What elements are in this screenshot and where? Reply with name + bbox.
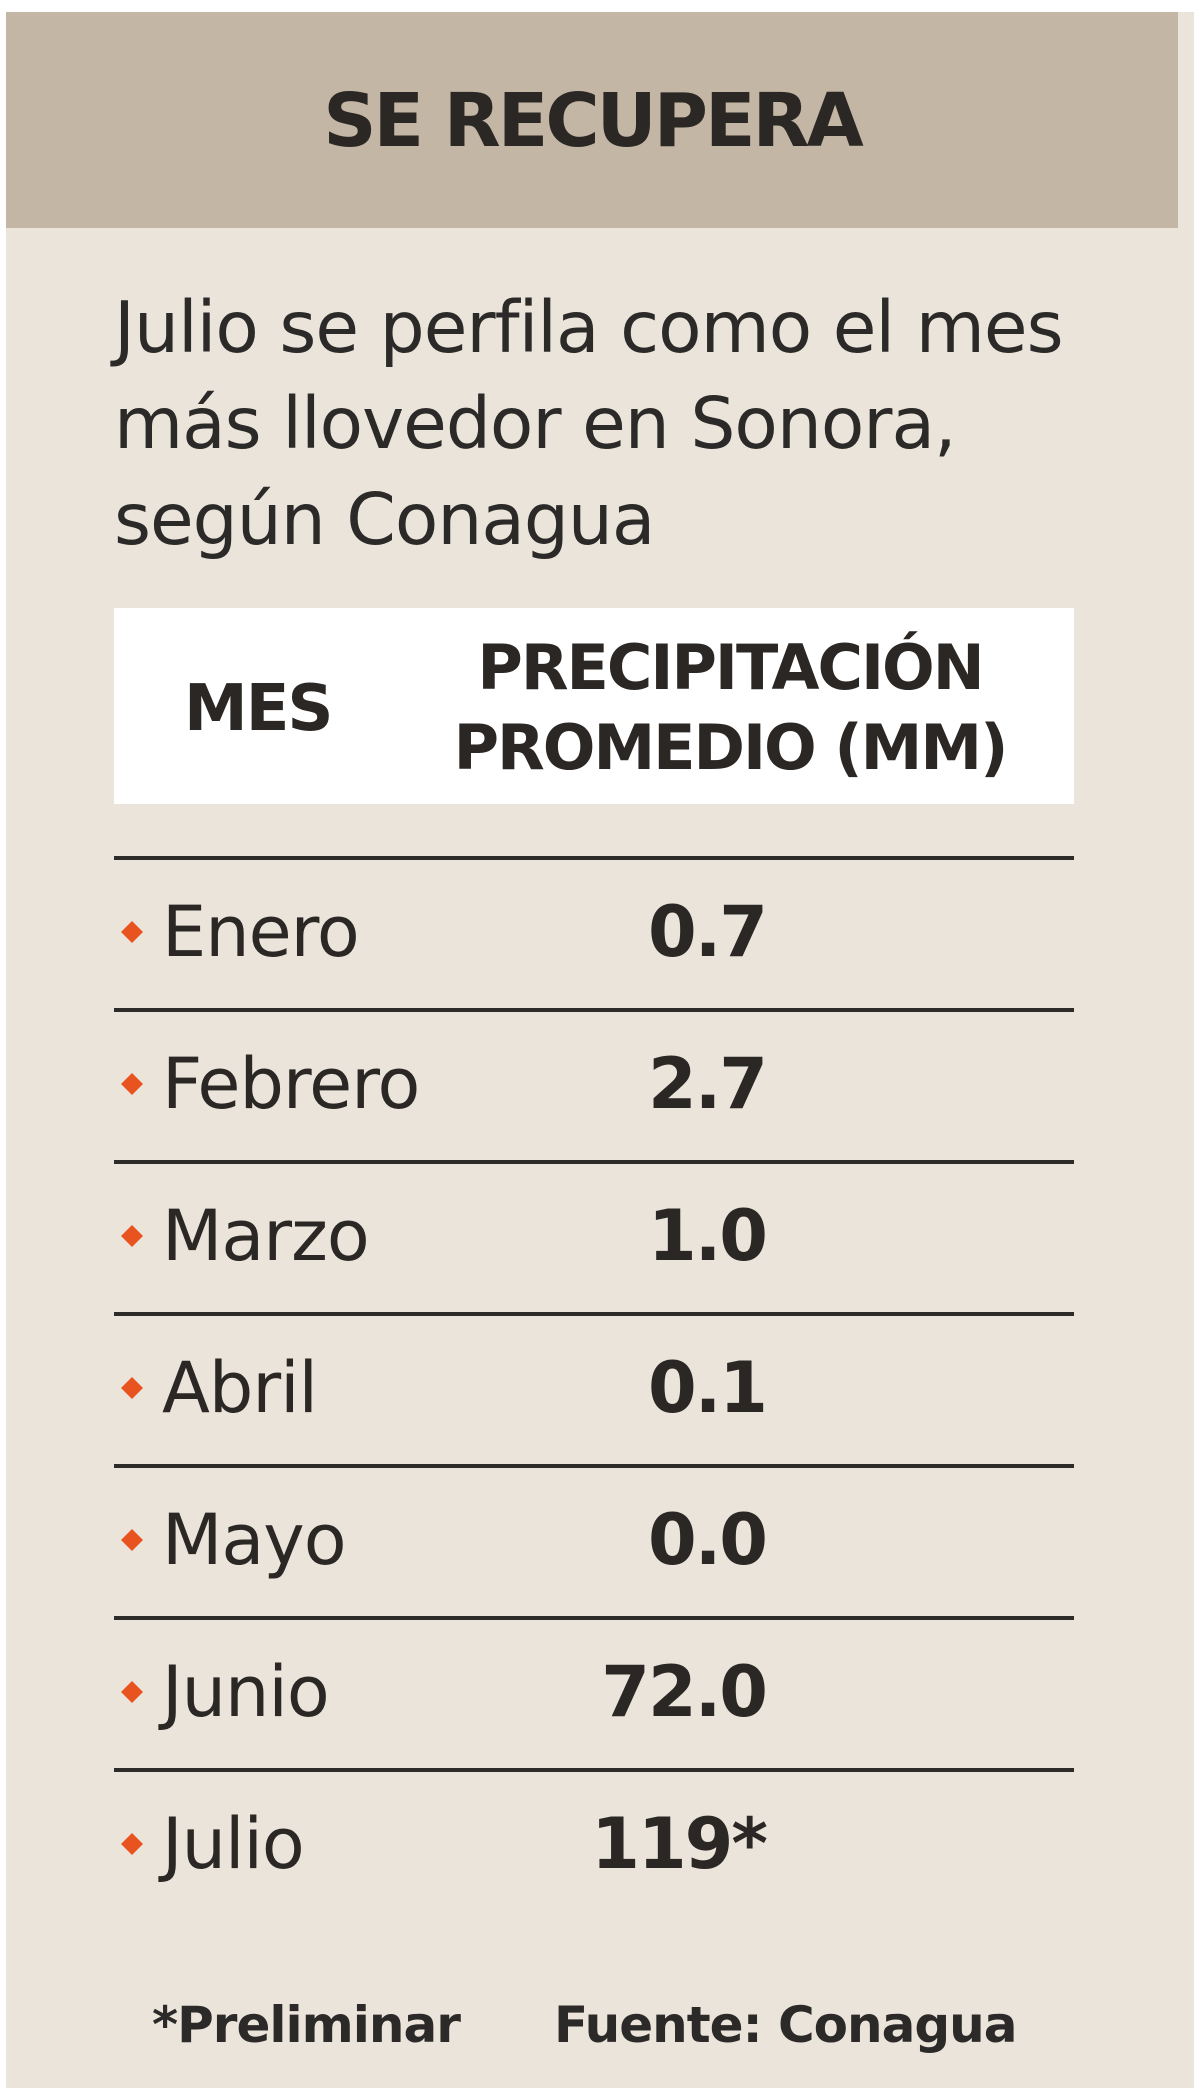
column-header-precipitacion-line2: PROMEDIO (MM)	[453, 711, 1009, 784]
precipitation-value: 119*	[591, 1803, 767, 1885]
precipitation-value: 0.0	[648, 1499, 766, 1581]
diamond-bullet-icon	[121, 921, 143, 943]
footer-source: Fuente: Conagua	[554, 1996, 1017, 2054]
table-column-header: MES PRECIPITACIÓN PROMEDIO (MM)	[114, 608, 1074, 804]
diamond-bullet-icon	[121, 1073, 143, 1095]
precipitation-value: 72.0	[601, 1651, 766, 1733]
month-label: Febrero	[162, 1043, 419, 1125]
header-title: SE RECUPERA	[323, 78, 864, 164]
month-label: Marzo	[162, 1195, 369, 1277]
precipitation-value: 0.7	[648, 891, 766, 973]
month-label: Julio	[158, 1803, 304, 1885]
header-bar: SE RECUPERA	[6, 12, 1178, 228]
diamond-bullet-icon	[121, 1377, 143, 1399]
precipitation-value: 0.1	[648, 1347, 766, 1429]
month-label: Junio	[158, 1651, 329, 1733]
footer-note: *Preliminar	[152, 1996, 461, 2054]
diamond-bullet-icon	[121, 1681, 143, 1703]
column-header-precipitacion-line1: PRECIPITACIÓN	[477, 631, 984, 704]
diamond-bullet-icon	[121, 1225, 143, 1247]
diamond-bullet-icon	[121, 1529, 143, 1551]
month-label: Enero	[162, 891, 359, 973]
infographic-card: SE RECUPERA Julio se perfila como el mes…	[6, 12, 1194, 2088]
month-label: Mayo	[162, 1499, 346, 1581]
diamond-bullet-icon	[121, 1833, 143, 1855]
precipitation-value: 2.7	[648, 1043, 766, 1125]
precipitation-value: 1.0	[648, 1195, 766, 1277]
column-header-precipitacion: PRECIPITACIÓN PROMEDIO (MM)	[410, 628, 1050, 788]
month-label: Abril	[162, 1347, 317, 1429]
column-header-mes: MES	[184, 672, 333, 746]
subtitle: Julio se perfila como el mes más llovedo…	[114, 286, 1064, 561]
